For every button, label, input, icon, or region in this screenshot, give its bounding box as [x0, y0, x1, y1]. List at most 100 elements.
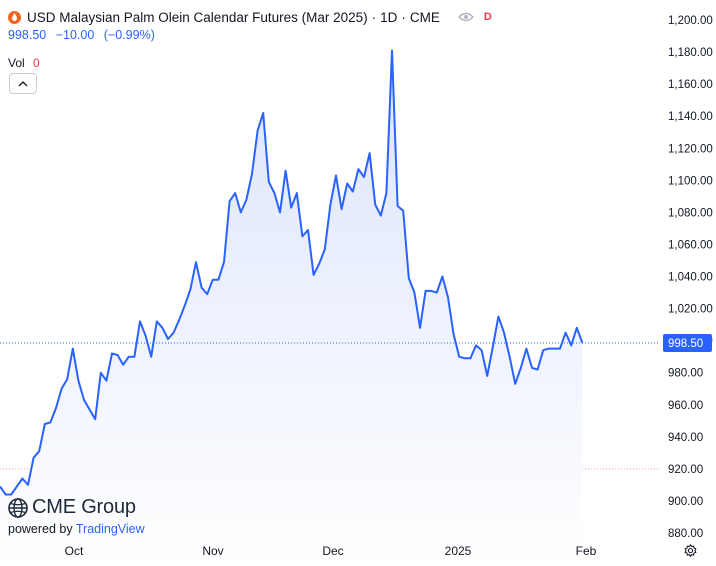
data-point [38, 450, 41, 453]
symbol-title-row: USD Malaysian Palm Olein Calendar Future… [8, 8, 492, 26]
data-point [542, 349, 545, 352]
price-line [0, 49, 584, 496]
tradingview-brand: TradingView [75, 522, 145, 536]
data-point [558, 347, 561, 350]
data-point [206, 293, 209, 296]
symbol-title[interactable]: USD Malaysian Palm Olein Calendar Future… [27, 9, 368, 25]
data-point [234, 192, 237, 195]
data-point [396, 204, 399, 207]
x-tick-label: Dec [322, 544, 343, 558]
data-point [43, 422, 46, 425]
data-point [469, 357, 472, 360]
powered-by: powered by TradingView [8, 522, 145, 536]
data-point [508, 355, 511, 358]
data-point [463, 357, 466, 360]
data-point [368, 152, 371, 155]
data-point [49, 421, 52, 424]
price-tag-label: 998.50 [668, 338, 703, 350]
price-change: −10.00 [55, 28, 95, 42]
y-tick-label: 920.00 [668, 464, 703, 476]
data-point [362, 176, 365, 179]
y-tick-label: 940.00 [668, 432, 703, 444]
y-tick-label: 1,060.00 [668, 239, 713, 251]
data-point [155, 320, 158, 323]
data-point [166, 337, 169, 340]
eye-icon[interactable] [457, 12, 474, 22]
x-tick-label: Nov [202, 544, 223, 558]
data-point [88, 408, 91, 411]
data-point [340, 208, 343, 211]
data-point [262, 111, 265, 114]
separator-dot: · [401, 9, 406, 25]
data-point [110, 352, 113, 355]
data-point [452, 333, 455, 336]
collapse-legend-button[interactable] [9, 73, 37, 94]
y-tick-label: 1,140.00 [668, 111, 713, 123]
y-tick-label: 1,040.00 [668, 272, 713, 284]
data-point [570, 344, 573, 347]
data-point [127, 355, 130, 358]
data-point [525, 347, 528, 350]
y-tick-label: 1,180.00 [668, 47, 713, 59]
data-point [4, 493, 7, 496]
interval[interactable]: 1D [380, 9, 398, 25]
data-point [82, 398, 85, 401]
data-point [435, 291, 438, 294]
data-point [575, 326, 578, 329]
delayed-badge[interactable]: D [483, 11, 492, 23]
exchange: CME [409, 9, 440, 25]
data-point [306, 228, 309, 231]
y-tick-label: 900.00 [668, 496, 703, 508]
data-point [502, 331, 505, 334]
data-point [150, 355, 153, 358]
volume-label: Vol [8, 56, 25, 70]
data-point [116, 354, 119, 357]
cme-tradingview-logo[interactable]: CME Group powered by TradingView [8, 496, 145, 536]
data-point [323, 248, 326, 251]
data-point [491, 345, 494, 348]
data-point [122, 363, 125, 366]
y-tick-label: 1,080.00 [668, 207, 713, 219]
settings-gear-icon[interactable] [683, 543, 698, 558]
data-point [407, 277, 410, 280]
data-point [553, 347, 556, 350]
data-point [178, 318, 181, 321]
data-point [200, 286, 203, 289]
y-tick-label: 960.00 [668, 400, 703, 412]
data-point [547, 347, 550, 350]
data-point [60, 387, 63, 390]
volume-value: 0 [33, 56, 40, 70]
data-point [239, 211, 242, 214]
y-tick-label: 1,100.00 [668, 175, 713, 187]
data-point [94, 418, 97, 421]
data-point [15, 485, 18, 488]
y-tick-label: 1,160.00 [668, 79, 713, 91]
chart-legend: USD Malaysian Palm Olein Calendar Future… [8, 8, 492, 70]
data-point [105, 379, 108, 382]
data-point [329, 203, 332, 206]
data-point [66, 378, 69, 381]
data-point [474, 344, 477, 347]
data-point [318, 262, 321, 265]
y-tick-label: 1,200.00 [668, 15, 713, 27]
data-point [161, 326, 164, 329]
data-point [413, 291, 416, 294]
data-point [278, 211, 281, 214]
price-change-percent: (−0.99%) [103, 28, 155, 42]
commodity-drop-icon [8, 10, 21, 24]
data-point [77, 379, 80, 382]
data-point [402, 209, 405, 212]
data-point [446, 296, 449, 299]
y-tick-label: 980.00 [668, 368, 703, 380]
data-point [346, 182, 349, 185]
cme-brand: CME Group [32, 496, 136, 518]
data-point [138, 320, 141, 323]
chevron-up-icon [18, 80, 28, 86]
data-point [486, 374, 489, 377]
y-tick-label: 880.00 [668, 528, 703, 540]
data-point [284, 169, 287, 172]
data-point [183, 304, 186, 307]
price-row: 998.50 −10.00 (−0.99%) [8, 28, 492, 44]
cme-globe-icon [8, 497, 28, 518]
